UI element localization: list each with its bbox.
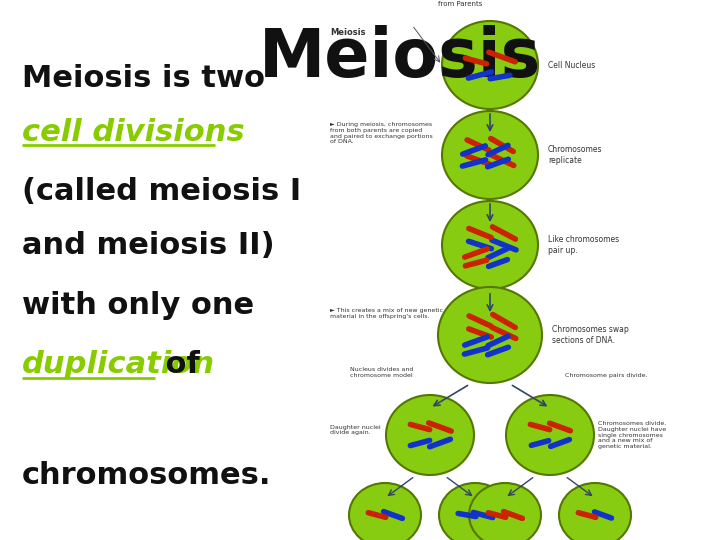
- Text: Chromosomes
replicate: Chromosomes replicate: [548, 145, 603, 165]
- Text: Daughter nuclei
divide again.: Daughter nuclei divide again.: [330, 424, 381, 435]
- Ellipse shape: [349, 483, 421, 540]
- Ellipse shape: [469, 483, 541, 540]
- Text: Chromosome pairs divide.: Chromosome pairs divide.: [565, 373, 647, 378]
- Text: Cell Nucleus: Cell Nucleus: [548, 60, 595, 70]
- Text: chromosomes.: chromosomes.: [22, 461, 271, 490]
- Text: ► This creates a mix of new genetic
material in the offspring's cells.: ► This creates a mix of new genetic mate…: [330, 308, 443, 319]
- Ellipse shape: [438, 287, 542, 383]
- Ellipse shape: [442, 111, 538, 199]
- Text: Nucleus divides and
chromosome model: Nucleus divides and chromosome model: [350, 367, 413, 378]
- Ellipse shape: [559, 483, 631, 540]
- Text: Chromosomes divide.
Daughter nuclei have
single chromosomes
and a new mix of
gen: Chromosomes divide. Daughter nuclei have…: [598, 421, 666, 449]
- Ellipse shape: [442, 21, 538, 109]
- Text: ► During meiosis, chromosomes
from both parents are copied
and paired to exchang: ► During meiosis, chromosomes from both …: [330, 122, 433, 144]
- Text: Meiosis: Meiosis: [259, 25, 541, 91]
- Text: cell divisions: cell divisions: [22, 118, 244, 147]
- Text: duplication: duplication: [22, 350, 215, 379]
- Text: Meiosis: Meiosis: [330, 28, 366, 37]
- Ellipse shape: [439, 483, 511, 540]
- Ellipse shape: [386, 395, 474, 475]
- Text: (called meiosis I: (called meiosis I: [22, 177, 301, 206]
- Text: Like chromosomes
pair up.: Like chromosomes pair up.: [548, 235, 619, 255]
- Text: of: of: [155, 350, 199, 379]
- Text: Chromosomes swap
sections of DNA.: Chromosomes swap sections of DNA.: [552, 325, 629, 345]
- Text: and meiosis II): and meiosis II): [22, 231, 274, 260]
- Text: Chromosomes
from Parents: Chromosomes from Parents: [435, 0, 485, 7]
- Text: Meiosis is two: Meiosis is two: [22, 64, 265, 93]
- Ellipse shape: [442, 201, 538, 289]
- Ellipse shape: [506, 395, 594, 475]
- Text: with only one: with only one: [22, 291, 253, 320]
